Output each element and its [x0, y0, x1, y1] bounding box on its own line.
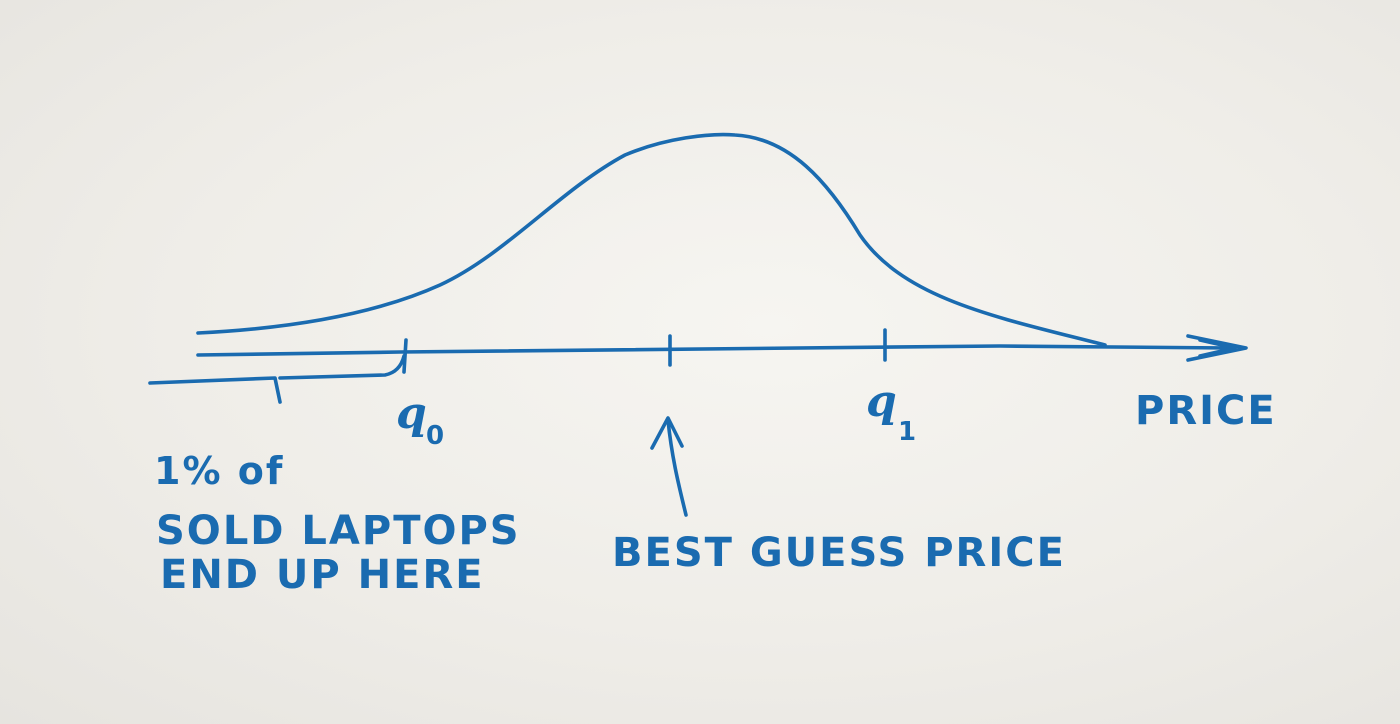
q1-label: q [866, 376, 897, 427]
best-guess-label: BEST GUESS PRICE [612, 530, 1066, 576]
tail-note-line3: END UP HERE [160, 552, 485, 598]
q0-label: q [396, 388, 427, 439]
distribution-curve [198, 135, 1105, 345]
q1-subscript: 1 [898, 417, 916, 447]
tail-note-line1: 1% of [154, 449, 284, 493]
price-axis-line [198, 346, 1230, 355]
left-tail-brace [150, 356, 404, 402]
tail-note-line2: SOLD LAPTOPS [156, 508, 521, 554]
price-axis-label: PRICE [1135, 388, 1277, 434]
best-guess-arrowhead [652, 418, 682, 448]
q0-subscript: 0 [426, 421, 444, 451]
